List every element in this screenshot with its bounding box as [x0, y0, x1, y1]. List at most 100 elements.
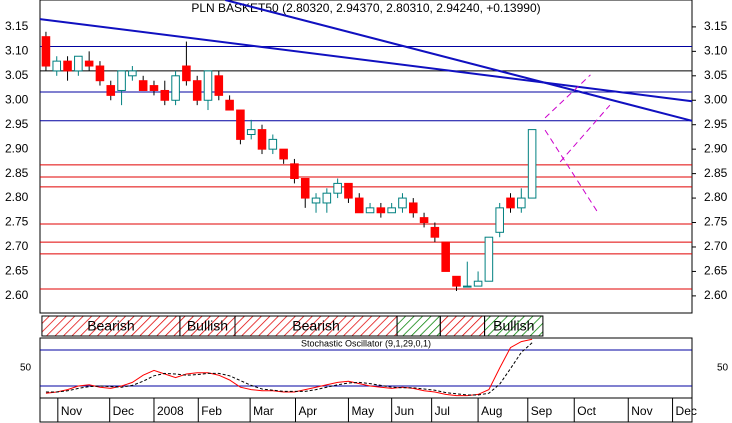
candle-body — [117, 70, 126, 91]
candle-body — [225, 99, 234, 111]
candle-body — [268, 138, 278, 150]
y-tick-label: 2.70 — [704, 239, 728, 253]
x-tick-label: Oct — [577, 404, 596, 418]
x-tick-label: Aug — [481, 404, 502, 418]
candle-body — [290, 163, 299, 180]
pattern-label: Bearish — [292, 318, 339, 334]
y-tick-label: 2.65 — [704, 264, 728, 278]
candle-body — [322, 192, 332, 204]
y-tick-label: 2.95 — [5, 117, 29, 131]
y-tick-label: 2.90 — [704, 141, 728, 155]
projection-line — [544, 129, 599, 214]
y-tick-label: 3.15 — [704, 19, 728, 33]
y-tick-label: 3.10 — [704, 44, 728, 58]
candle-body — [344, 182, 353, 199]
candle-body — [495, 207, 504, 233]
candle-body — [246, 129, 256, 135]
projection-line — [559, 104, 611, 163]
candle-body — [138, 80, 148, 91]
candle-body — [354, 197, 364, 214]
y-tick-label: 2.80 — [5, 190, 29, 204]
candle-body — [84, 60, 94, 67]
x-tick-label: 2008 — [157, 404, 184, 418]
y-tick-label: 3.05 — [5, 68, 29, 82]
y-tick-label: 2.95 — [704, 117, 728, 131]
y-tick-label: 3.00 — [704, 92, 728, 106]
y-tick-label: 2.80 — [704, 190, 728, 204]
candle-body — [171, 75, 180, 101]
pattern-band — [396, 315, 441, 337]
candle-body — [160, 89, 170, 101]
y-tick-label: 2.65 — [5, 264, 29, 278]
pattern-label: Bullish — [493, 318, 534, 334]
candle-body — [192, 80, 202, 101]
x-tick-label: Nov — [631, 404, 652, 418]
candle-body — [52, 60, 62, 72]
x-tick-label: Apr — [299, 404, 318, 418]
osc-tick-label: 50 — [20, 363, 32, 374]
candle-body — [387, 207, 396, 214]
y-tick-label: 2.60 — [704, 288, 728, 302]
candle-body — [463, 285, 472, 288]
y-tick-label: 3.00 — [5, 92, 29, 106]
x-tick-label: Feb — [201, 404, 222, 418]
y-tick-label: 3.05 — [704, 68, 728, 82]
projection-line — [544, 74, 591, 119]
osc-tick-label: 50 — [717, 363, 729, 374]
x-tick-label: Jun — [395, 404, 414, 418]
time-axis-frame — [39, 397, 693, 423]
oscillator-title: Stochastic Oscillator (9,1,29,0,1) — [301, 338, 431, 348]
candle-body — [106, 85, 116, 96]
chart-title: PLN BASKET50 (2.80320, 2.94370, 2.80310,… — [191, 1, 540, 15]
candle-body — [473, 280, 483, 287]
trendline — [39, 18, 693, 103]
price-frame — [39, 0, 693, 314]
x-tick-label: Nov — [61, 404, 82, 418]
candle-body — [376, 207, 386, 214]
x-tick-label: Dec — [113, 404, 134, 418]
x-tick-label: May — [351, 404, 374, 418]
candle-body — [236, 109, 245, 140]
x-tick-label: Jul — [435, 404, 450, 418]
trendline — [225, 0, 693, 122]
candle-body — [74, 55, 83, 72]
osc-line — [45, 342, 533, 396]
candle-body — [214, 75, 224, 96]
pattern-band — [439, 315, 486, 337]
candle-body — [257, 129, 267, 150]
candle-body — [128, 70, 137, 77]
x-tick-label: Sep — [531, 404, 553, 418]
candle-body — [279, 148, 288, 160]
candle-body — [311, 197, 321, 204]
candle-body — [41, 36, 51, 67]
candle-body — [333, 182, 342, 194]
osc-line — [45, 338, 533, 397]
y-tick-label: 2.75 — [704, 215, 728, 229]
pattern-label: Bearish — [87, 318, 134, 334]
y-tick-label: 2.60 — [5, 288, 29, 302]
candle-body — [95, 65, 105, 82]
candle-body — [527, 129, 537, 199]
y-tick-label: 2.85 — [704, 166, 728, 180]
candle-body — [430, 226, 440, 238]
candle-body — [441, 241, 450, 272]
candle-body — [182, 65, 191, 82]
candle-body — [517, 197, 526, 209]
candle-body — [149, 85, 159, 91]
candle-body — [419, 217, 429, 224]
y-tick-label: 2.70 — [5, 239, 29, 253]
x-tick-label: Dec — [676, 404, 697, 418]
candle-body — [452, 275, 461, 287]
y-tick-label: 2.85 — [5, 166, 29, 180]
candle-body — [63, 60, 72, 72]
y-tick-label: 2.90 — [5, 141, 29, 155]
y-tick-label: 3.15 — [5, 19, 29, 33]
x-tick-label: Mar — [253, 404, 274, 418]
pattern-band — [484, 315, 544, 337]
candle-body — [300, 178, 310, 199]
candle-body — [203, 70, 213, 101]
pattern-label: Bullish — [187, 318, 228, 334]
candle-body — [484, 236, 494, 282]
candle-body — [398, 197, 407, 209]
candle-body — [408, 202, 418, 214]
